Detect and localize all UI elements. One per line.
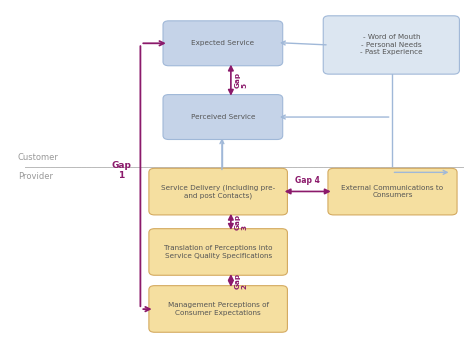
Text: Gap
1: Gap 1 xyxy=(111,161,131,180)
FancyBboxPatch shape xyxy=(163,21,283,66)
Text: External Communications to
Consumers: External Communications to Consumers xyxy=(341,185,444,198)
FancyBboxPatch shape xyxy=(323,16,459,74)
Text: Gap
3: Gap 3 xyxy=(235,214,247,230)
FancyBboxPatch shape xyxy=(149,168,287,215)
Text: - Word of Mouth
- Personal Needs
- Past Experience: - Word of Mouth - Personal Needs - Past … xyxy=(360,34,423,55)
Text: Service Delivery (Including pre-
and post Contacts): Service Delivery (Including pre- and pos… xyxy=(161,184,275,199)
Text: Gap 4: Gap 4 xyxy=(295,176,320,186)
FancyBboxPatch shape xyxy=(328,168,457,215)
Text: Customer: Customer xyxy=(18,153,59,162)
FancyBboxPatch shape xyxy=(149,229,287,275)
Text: Gap
5: Gap 5 xyxy=(235,72,247,88)
Text: Provider: Provider xyxy=(18,172,53,182)
Text: Expected Service: Expected Service xyxy=(191,40,255,46)
FancyBboxPatch shape xyxy=(163,95,283,140)
Text: Management Perceptions of
Consumer Expectations: Management Perceptions of Consumer Expec… xyxy=(168,302,269,316)
FancyBboxPatch shape xyxy=(149,286,287,332)
Text: Gap
2: Gap 2 xyxy=(235,272,247,289)
Text: Perceived Service: Perceived Service xyxy=(191,114,255,120)
Text: Translation of Perceptions into
Service Quality Specifications: Translation of Perceptions into Service … xyxy=(164,245,273,259)
